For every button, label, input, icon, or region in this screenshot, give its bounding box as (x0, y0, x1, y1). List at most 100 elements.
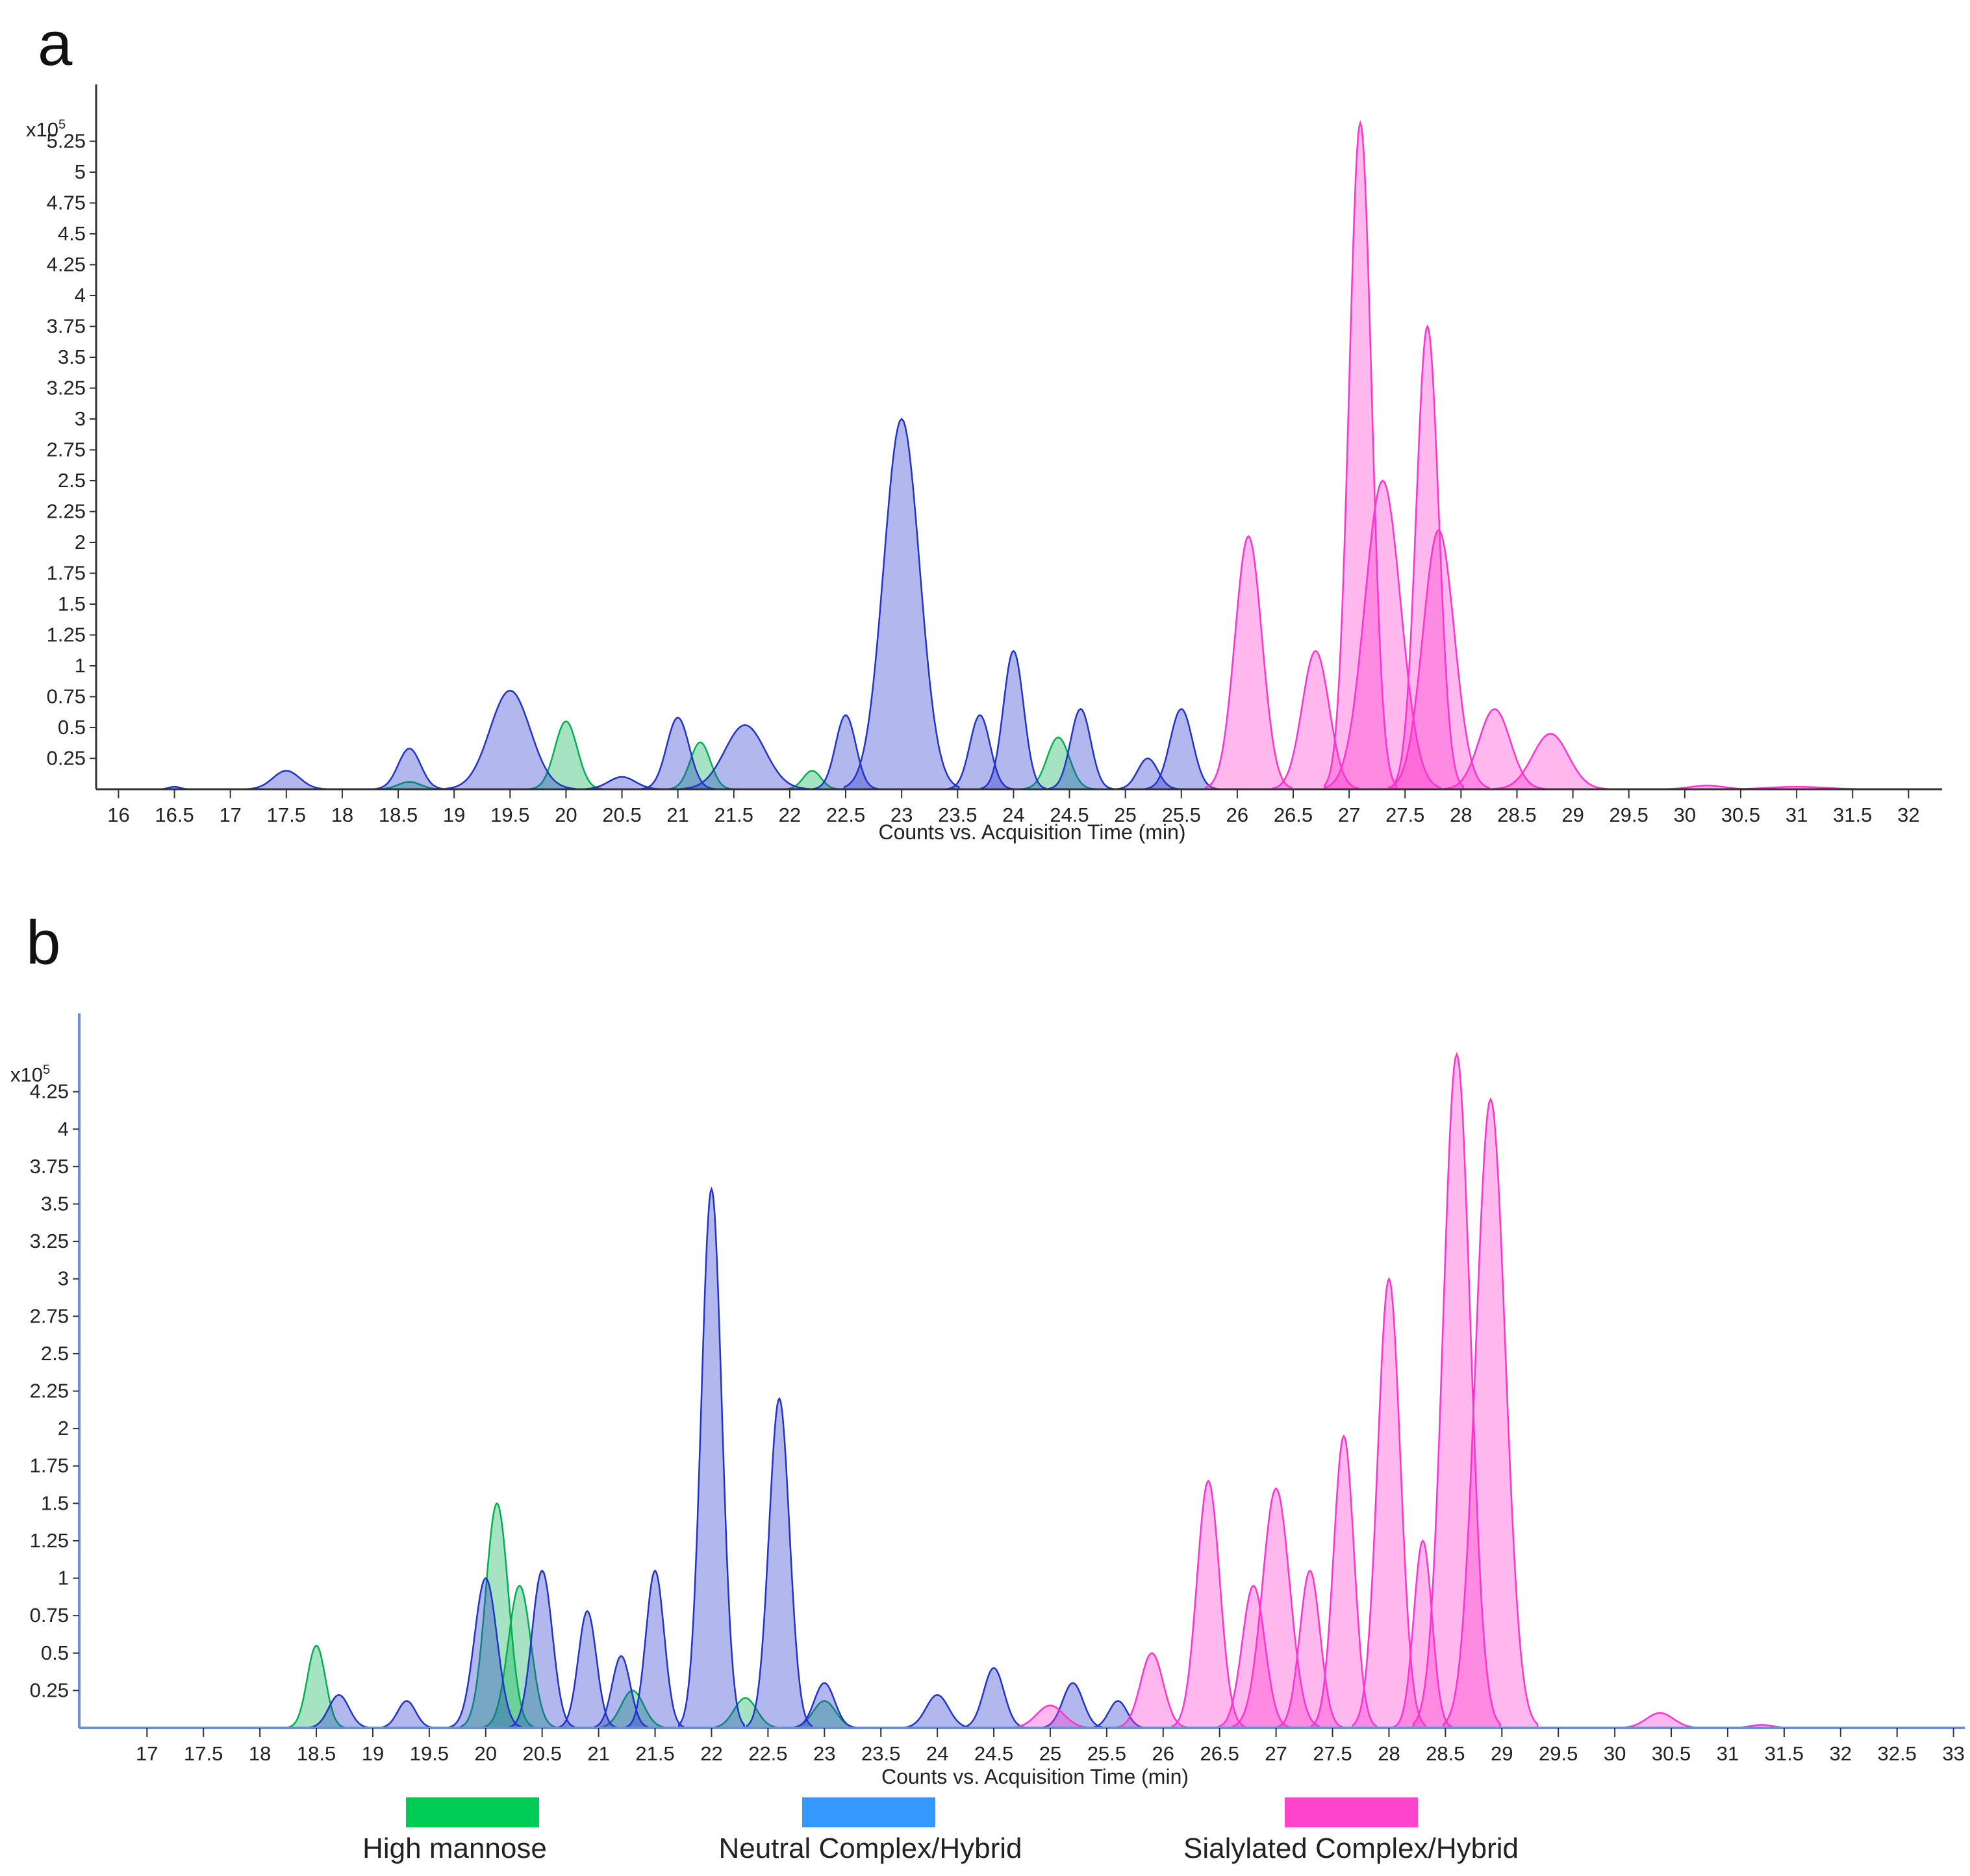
chart-panel-a: 0.25 0.5 0.75 1 1.25 1.5 1.75 2 2.25 2.5 2.75 3 3.25… (26, 84, 1942, 844)
x-tick-label: 17 (219, 804, 241, 826)
series-sialylated-complex-hybrid (1204, 120, 1886, 791)
x-tick-label: 24 (1002, 804, 1024, 826)
y-tick-label: 0.25 (30, 1679, 69, 1701)
panel-a-label: a (38, 9, 73, 79)
panel-b-label: b (26, 908, 60, 978)
x-tick-label: 21 (666, 804, 688, 826)
series-high-mannose (286, 1502, 862, 1729)
x-tick-label: 17 (136, 1742, 158, 1765)
x-tick-label: 32.5 (1878, 1742, 1917, 1765)
x-tick-label: 26.5 (1274, 804, 1313, 826)
x-tick-label: 19 (362, 1742, 384, 1765)
chromatogram-peak (946, 714, 1013, 791)
x-tick-label: 22.5 (748, 1742, 787, 1765)
x-tick-label: 19.5 (410, 1742, 449, 1765)
y-tick-label: 5.25 (47, 130, 86, 153)
y-tick-label: 4 (58, 1117, 69, 1140)
chromatogram-peak (625, 1569, 685, 1729)
y-tick-label: 2 (58, 1417, 69, 1439)
y-tick-label: 3.25 (30, 1230, 69, 1252)
x-tick-label: 20.5 (602, 804, 641, 826)
x-tick-label: 19 (443, 804, 465, 826)
x-tick-label: 33 (1942, 1742, 1964, 1765)
x-tick-label: 30 (1604, 1742, 1626, 1765)
x-tick-label: 21 (587, 1742, 609, 1765)
x-tick-label: 24.5 (1050, 804, 1089, 826)
y-tick-label: 2 (75, 531, 86, 553)
chart-a-y-multiplier: x105 (26, 118, 66, 141)
x-tick-label: 23.5 (938, 804, 977, 826)
chromatogram-peak (1216, 1584, 1291, 1729)
chromatogram-peak (1393, 1540, 1453, 1729)
chromatogram-peak (678, 1186, 745, 1729)
x-tick-label: 30.5 (1652, 1742, 1691, 1765)
chromatogram-peak (1443, 1097, 1539, 1729)
x-tick-label: 25 (1114, 804, 1136, 826)
chromatogram-peak (1412, 1052, 1501, 1729)
chromatogram-peak (1492, 733, 1609, 791)
chromatogram-peak (1272, 650, 1359, 791)
chart-a-y-multiplier-base: x10 (26, 118, 58, 141)
chromatogram-peak (679, 724, 811, 791)
y-tick-label: 1.5 (58, 592, 86, 615)
y-tick-label: 1.25 (47, 624, 86, 646)
chromatogram-peak (1231, 1487, 1320, 1729)
chart-b-y-multiplier-exp: 5 (43, 1063, 50, 1077)
chromatogram-peak (444, 689, 575, 791)
x-tick-label: 23.5 (861, 1742, 900, 1765)
x-tick-label: 18.5 (379, 804, 418, 826)
chromatogram-peak (1323, 120, 1397, 791)
chromatogram-peak (1443, 708, 1546, 791)
y-tick-label: 2.25 (30, 1380, 69, 1402)
chromatogram-peak (1276, 1569, 1344, 1729)
x-tick-label: 25 (1039, 1742, 1061, 1765)
x-tick-label: 31.5 (1765, 1742, 1804, 1765)
chromatogram-peak (1310, 1434, 1378, 1729)
x-tick-label: 28 (1378, 1742, 1400, 1765)
x-tick-label: 18 (249, 1742, 271, 1765)
y-tick-label: 4 (75, 284, 86, 307)
chart-b-y-ticks: 0.25 0.5 0.75 1 1.25 1.5 1.75 2 2.25 2.5 2.75 3 3.25… (30, 1080, 79, 1701)
chromatogram-peak (813, 714, 879, 791)
y-tick-label: 2.75 (30, 1304, 69, 1327)
chart-b-series-layer (286, 1052, 1798, 1729)
x-tick-label: 22 (779, 804, 801, 826)
chromatogram-peak (980, 650, 1047, 791)
x-tick-label: 25.5 (1162, 804, 1201, 826)
x-tick-label: 22 (700, 1742, 722, 1765)
y-tick-label: 3.75 (47, 315, 86, 338)
x-tick-label: 24.5 (974, 1742, 1013, 1765)
y-tick-label: 2.75 (47, 438, 86, 461)
x-tick-label: 29.5 (1610, 804, 1648, 826)
chromatogram-peak (1352, 1276, 1426, 1729)
series-sialylated-complex-hybrid (1005, 1052, 1798, 1729)
chart-b-x-ticks: 17 17.5 18 18.5 19 19.5 20 20.5 21 21.5 22 22.5 23 23… (136, 1728, 1965, 1765)
chromatogram-peak (708, 1697, 783, 1729)
chromatogram-peak (790, 1682, 858, 1729)
y-tick-label: 1.25 (30, 1529, 69, 1552)
series-neutral-complex-hybrid (157, 418, 1219, 791)
x-tick-label: 20 (555, 804, 577, 826)
chart-a-y-multiplier-exp: 5 (58, 118, 66, 132)
x-tick-label: 28.5 (1426, 1742, 1465, 1765)
x-tick-label: 21.5 (635, 1742, 674, 1765)
chromatogram-peak (1324, 479, 1441, 791)
y-tick-label: 5 (75, 160, 86, 183)
y-tick-label: 0.75 (47, 685, 86, 708)
x-tick-label: 27 (1338, 804, 1360, 826)
chart-b-x-label: Counts vs. Acquisition Time (min) (881, 1765, 1189, 1788)
x-tick-label: 30 (1674, 804, 1696, 826)
y-tick-label: 4.5 (58, 222, 86, 245)
y-tick-label: 2.5 (58, 469, 86, 492)
chromatogram-peak (1204, 535, 1293, 791)
legend: High mannose Neutral Complex/Hybrid Sial… (362, 1797, 1519, 1864)
chart-a-x-ticks: 16 16.5 17 17.5 18 18.5 19 19.5 20 20.5 21 21.5 22 22… (107, 789, 1920, 826)
y-tick-label: 1.5 (41, 1491, 69, 1514)
chromatogram-peak (1171, 1479, 1246, 1729)
x-tick-label: 29 (1561, 804, 1584, 826)
x-tick-label: 16 (107, 804, 129, 826)
legend-label-high-mannose: High mannose (362, 1832, 547, 1864)
chromatogram-peak (460, 1502, 535, 1729)
y-tick-label: 0.25 (47, 747, 86, 770)
chromatogram-peak (1115, 1652, 1189, 1729)
